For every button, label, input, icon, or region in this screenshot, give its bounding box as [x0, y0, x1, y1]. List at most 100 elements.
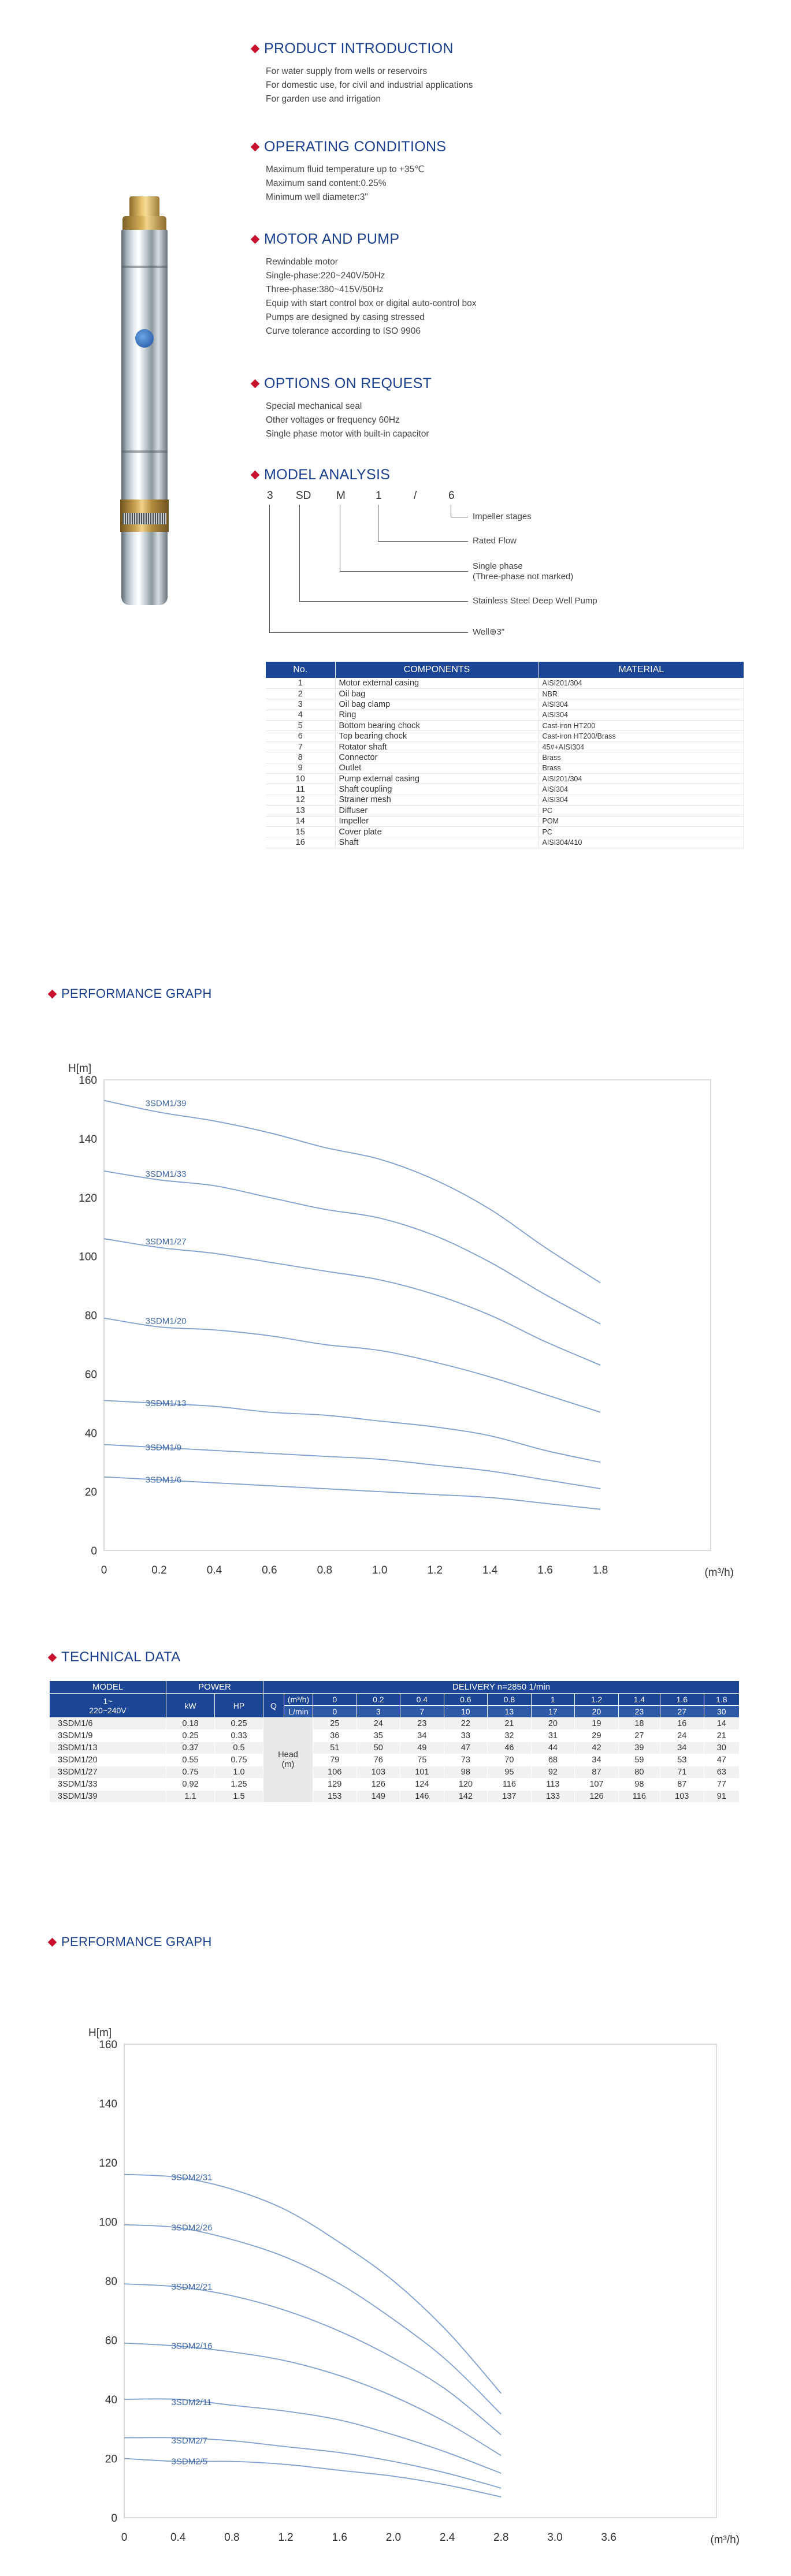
section-header-operating: OPERATING CONDITIONS — [250, 139, 446, 155]
series-curve — [124, 2224, 502, 2415]
power-hp: 1.25 — [214, 1778, 263, 1791]
component-material: AISI201/304 — [539, 678, 744, 689]
x-tick-label: 1.6 — [537, 1564, 552, 1576]
component-material: AISI304 — [539, 784, 744, 795]
q-lmin: 17 — [530, 1705, 575, 1718]
head-value: 92 — [530, 1766, 575, 1779]
head-value: 116 — [618, 1790, 661, 1803]
component-row: 1 Motor external casing AISI201/304 — [266, 678, 744, 689]
head-value: 77 — [703, 1778, 740, 1791]
section-header-tech: TECHNICAL DATA — [47, 1649, 181, 1665]
head-value: 24 — [356, 1717, 401, 1730]
x-tick-label: 0.8 — [224, 2532, 239, 2544]
component-no: 12 — [266, 795, 336, 806]
col-header-model: MODEL — [49, 1680, 166, 1694]
q-m3h: 0.4 — [400, 1693, 444, 1706]
head-value: 142 — [443, 1790, 488, 1803]
model-name: 3SDM1/39 — [49, 1790, 166, 1803]
component-name: Ring — [335, 710, 539, 721]
series-curve — [124, 2398, 502, 2474]
series-curve — [103, 1400, 601, 1463]
section-header-graph2: PERFORMANCE GRAPH — [47, 1934, 212, 1949]
power-kw: 1.1 — [166, 1790, 215, 1803]
col-header-no: No. — [266, 662, 336, 678]
x-tick-label: 0.4 — [170, 2532, 186, 2544]
x-tick-label: 0.2 — [151, 1564, 166, 1576]
component-row: 2 Oil bag NBR — [266, 688, 744, 700]
model-name: 3SDM1/20 — [49, 1754, 166, 1766]
y-tick-label: 100 — [99, 2217, 117, 2229]
options-line: Other voltages or frequency 60Hz — [266, 415, 400, 425]
head-value: 59 — [618, 1754, 661, 1766]
head-value: 76 — [356, 1754, 401, 1766]
series-label: 3SDM2/31 — [172, 2173, 213, 2183]
connector-line — [378, 541, 468, 542]
y-tick-label: 160 — [99, 2039, 117, 2051]
x-tick-label: 1.0 — [372, 1564, 387, 1576]
x-tick-label: 3.6 — [601, 2532, 616, 2544]
head-value: 46 — [487, 1742, 532, 1754]
pump-outlet — [129, 196, 159, 217]
head-value: 18 — [618, 1717, 661, 1730]
plot-frame — [124, 2044, 717, 2518]
q-lmin: 7 — [400, 1705, 444, 1718]
component-name: Motor external casing — [335, 678, 539, 689]
series-label: 3SDM1/27 — [146, 1237, 187, 1247]
head-value: 30 — [703, 1742, 740, 1754]
section-title: PRODUCT INTRODUCTION — [264, 40, 454, 57]
options-line: Special mechanical seal — [266, 401, 362, 411]
head-value: 33 — [443, 1729, 488, 1742]
head-value: 126 — [356, 1778, 401, 1791]
component-row: 3 Oil bag clamp AISI304 — [266, 699, 744, 710]
component-no: 2 — [266, 688, 336, 700]
series-curve — [124, 2342, 502, 2456]
series-curve — [103, 1099, 601, 1284]
model-code-stages: 6 — [448, 490, 455, 502]
y-tick-label: 0 — [111, 2512, 117, 2525]
y-tick-label: 0 — [91, 1545, 97, 1557]
head-value: 87 — [574, 1766, 619, 1779]
head-value: 101 — [400, 1766, 444, 1779]
label-rated-flow: Rated Flow — [473, 536, 517, 546]
voltage-phase: 1~ — [103, 1696, 113, 1706]
series-curve — [103, 1476, 601, 1510]
head-value: 20 — [530, 1717, 575, 1730]
head-value: 14 — [703, 1717, 740, 1730]
head-value: 21 — [487, 1717, 532, 1730]
component-material: Brass — [539, 752, 744, 763]
power-hp: 0.75 — [214, 1754, 263, 1766]
head-value: 42 — [574, 1742, 619, 1754]
section-header-model-analysis: MODEL ANALYSIS — [250, 467, 391, 483]
section-header-graph1: PERFORMANCE GRAPH — [47, 986, 212, 1001]
motor-line: Three-phase:380~415V/50Hz — [266, 285, 384, 294]
component-no: 6 — [266, 730, 336, 742]
label-three-phase-note: (Three-phase not marked) — [473, 572, 574, 581]
model-code-slash: / — [414, 490, 417, 502]
x-tick-label: 1.6 — [332, 2532, 347, 2544]
head-value: 133 — [530, 1790, 575, 1803]
head-value: 98 — [618, 1778, 661, 1791]
component-material: Brass — [539, 763, 744, 774]
component-name: Bottom bearing chock — [335, 720, 539, 732]
pump-connector — [122, 216, 166, 231]
component-name: Impeller — [335, 816, 539, 827]
section-title: TECHNICAL DATA — [61, 1649, 181, 1665]
x-tick-label: 2.8 — [493, 2532, 508, 2544]
connector-line — [269, 505, 270, 633]
col-header-delivery: DELIVERY n=2850 1/min — [263, 1680, 740, 1694]
component-material: AISI201/304 — [539, 773, 744, 785]
power-kw: 0.18 — [166, 1717, 215, 1730]
x-axis-label: (m³/h) — [710, 2534, 740, 2546]
component-row: 14 Impeller POM — [266, 816, 744, 827]
y-tick-label: 20 — [85, 1486, 97, 1498]
component-material: Cast-iron HT200/Brass — [539, 730, 744, 742]
section-title: PERFORMANCE GRAPH — [61, 986, 212, 1001]
x-axis-label: (m³/h) — [704, 1567, 734, 1579]
power-hp: 1.5 — [214, 1790, 263, 1803]
q-m3h: 1.4 — [618, 1693, 661, 1706]
head-label-cell: Head (m) — [263, 1717, 313, 1803]
section-title: MODEL ANALYSIS — [264, 467, 391, 483]
section-header-intro: PRODUCT INTRODUCTION — [250, 40, 454, 57]
power-hp: 0.25 — [214, 1717, 263, 1730]
component-row: 9 Outlet Brass — [266, 763, 744, 774]
